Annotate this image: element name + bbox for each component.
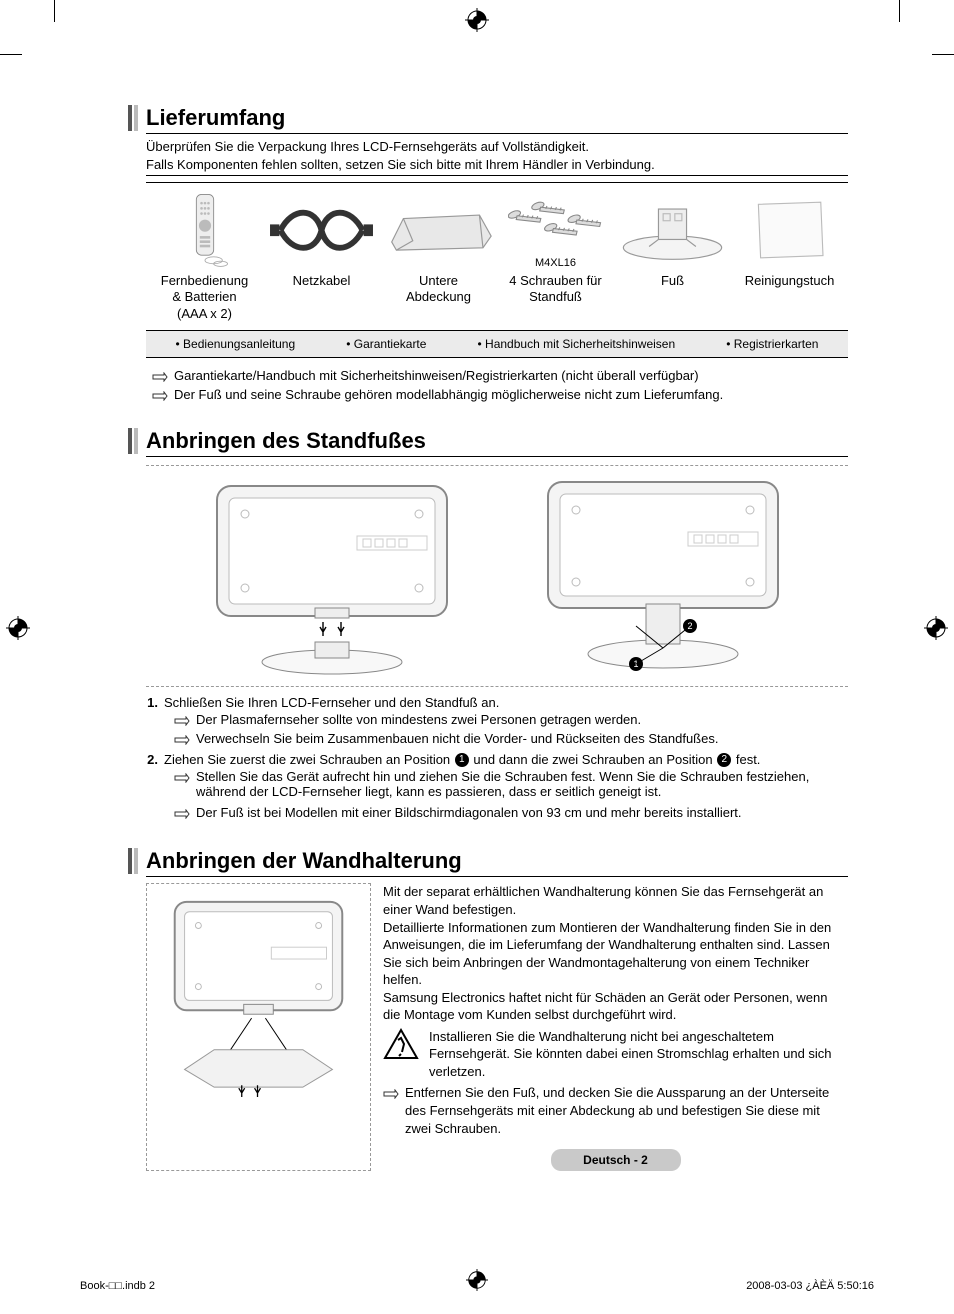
section-accent-icon bbox=[128, 848, 138, 874]
step-number: 1. bbox=[136, 695, 164, 710]
registration-mark-icon bbox=[466, 1269, 488, 1294]
note-text: Entfernen Sie den Fuß, und decken Sie di… bbox=[405, 1084, 848, 1137]
registration-mark-icon bbox=[465, 8, 489, 32]
cleaning-cloth-icon bbox=[731, 191, 848, 269]
footer-left: Book-□□.indb 2 bbox=[80, 1280, 155, 1292]
page-badge: Deutsch - 2 bbox=[551, 1149, 681, 1171]
doc-item: • Registrierkarten bbox=[726, 337, 818, 351]
tv-mounted-figure: 2 1 bbox=[518, 476, 808, 676]
bottom-cover-icon bbox=[380, 191, 497, 269]
arrow-note-icon bbox=[383, 1086, 399, 1104]
step-sub-text: Verwechseln Sie beim Zusammenbauen nicht… bbox=[196, 731, 718, 746]
section-accent-icon bbox=[128, 428, 138, 454]
arrow-note-icon bbox=[174, 733, 190, 748]
crop-mark bbox=[54, 0, 55, 22]
item-label: Reinigungstuch bbox=[731, 273, 848, 289]
wall-mount-text: Mit der separat erhältlichen Wandhalteru… bbox=[383, 883, 848, 1023]
crop-mark bbox=[0, 54, 22, 55]
docs-row: • Bedienungsanleitung • Garantiekarte • … bbox=[146, 331, 848, 357]
crop-mark bbox=[932, 54, 954, 55]
arrow-note-icon bbox=[152, 370, 168, 385]
step-sub-text: Der Fuß ist bei Modellen mit einer Bilds… bbox=[196, 805, 742, 820]
doc-item: • Garantiekarte bbox=[346, 337, 426, 351]
item-label: Fernbedienung & Batterien (AAA x 2) bbox=[146, 273, 263, 322]
arrow-note-icon bbox=[174, 714, 190, 729]
rule bbox=[146, 876, 848, 877]
doc-item: • Handbuch mit Sicherheitshinweisen bbox=[478, 337, 676, 351]
power-cable-icon bbox=[263, 191, 380, 269]
arrow-note-icon bbox=[174, 771, 190, 786]
section-title: Lieferumfang bbox=[146, 105, 285, 131]
section-accent-icon bbox=[128, 105, 138, 131]
warning-text: Installieren Sie die Wandhalterung nicht… bbox=[429, 1028, 848, 1081]
screw-code: M4XL16 bbox=[535, 257, 576, 269]
step-sub-text: Stellen Sie das Gerät aufrecht hin und z… bbox=[196, 769, 848, 799]
note-text: Der Fuß und seine Schraube gehören model… bbox=[174, 387, 723, 402]
callout-2-icon: 2 bbox=[717, 753, 731, 767]
step-text: Ziehen Sie zuerst die zwei Schrauben an … bbox=[164, 752, 848, 768]
intro-text: Überprüfen Sie die Verpackung Ihres LCD-… bbox=[146, 138, 848, 156]
warning-icon bbox=[383, 1028, 423, 1065]
section-title: Anbringen des Standfußes bbox=[146, 428, 426, 454]
items-table: M4XL16 Fernbedienung & Batterien (AAA x … bbox=[146, 182, 848, 358]
step-sub-text: Der Plasmafernseher sollte von mindesten… bbox=[196, 712, 641, 727]
screws-icon: M4XL16 bbox=[497, 191, 614, 269]
item-label: Netzkabel bbox=[263, 273, 380, 289]
wall-mount-figure bbox=[146, 883, 371, 1171]
crop-mark bbox=[899, 0, 900, 22]
step-number: 2. bbox=[136, 752, 164, 767]
stand-icon bbox=[614, 191, 731, 269]
item-label: Fuß bbox=[614, 273, 731, 289]
stand-figures: 2 1 bbox=[146, 465, 848, 687]
registration-mark-icon bbox=[6, 616, 30, 640]
arrow-note-icon bbox=[174, 807, 190, 822]
intro-text: Falls Komponenten fehlen sollten, setzen… bbox=[146, 156, 848, 174]
rule bbox=[146, 133, 848, 134]
item-label: 4 Schrauben für Standfuß bbox=[497, 273, 614, 306]
doc-item: • Bedienungsanleitung bbox=[176, 337, 296, 351]
svg-text:2: 2 bbox=[687, 621, 692, 631]
registration-mark-icon bbox=[924, 616, 948, 640]
remote-icon bbox=[146, 191, 263, 269]
tv-assembly-figure bbox=[187, 476, 477, 676]
footer-right: 2008-03-03 ¿ÀÈÄ 5:50:16 bbox=[746, 1280, 874, 1292]
item-label: Untere Abdeckung bbox=[380, 273, 497, 306]
arrow-note-icon bbox=[152, 389, 168, 404]
section-title: Anbringen der Wandhalterung bbox=[146, 848, 462, 874]
callout-1-icon: 1 bbox=[455, 753, 469, 767]
note-text: Garantiekarte/Handbuch mit Sicherheitshi… bbox=[174, 368, 699, 383]
rule bbox=[146, 456, 848, 457]
rule bbox=[146, 175, 848, 176]
step-text: Schließen Sie Ihren LCD-Fernseher und de… bbox=[164, 695, 848, 710]
